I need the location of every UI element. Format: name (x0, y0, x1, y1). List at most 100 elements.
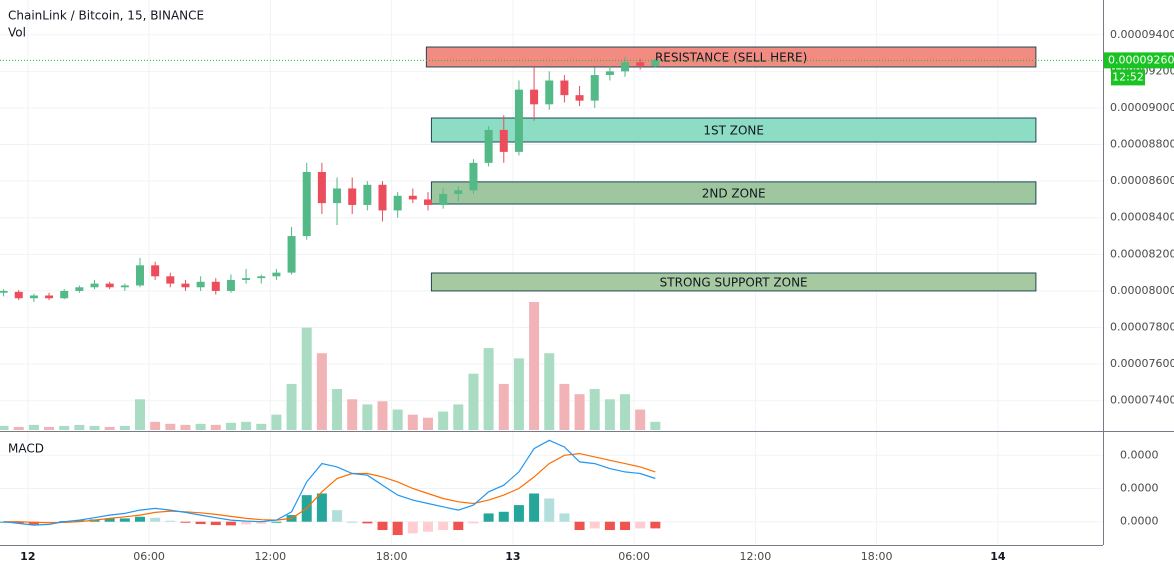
zone (430, 181, 1037, 205)
volume-bar (134, 399, 145, 430)
candle-body (166, 276, 175, 284)
y-tick-label: 0.00007400 (1110, 394, 1174, 407)
histogram-bar (589, 521, 600, 529)
candle-body (454, 190, 463, 194)
volume-bar (650, 421, 661, 430)
volume-bar (635, 409, 646, 430)
histogram-bar (574, 521, 585, 531)
histogram-bar (28, 521, 39, 525)
volume-bar (119, 425, 130, 430)
histogram-bar (316, 493, 327, 522)
volume-bar (453, 404, 464, 430)
candle-body (75, 287, 84, 291)
volume-bar (74, 424, 85, 430)
zone (430, 117, 1037, 143)
candle-body (636, 62, 645, 66)
histogram-bar (650, 521, 661, 529)
candle-body (363, 184, 372, 205)
histogram-bar (377, 521, 388, 531)
histogram-bar (271, 521, 282, 523)
macd-line (3, 439, 656, 526)
volume-bar (225, 422, 236, 430)
volume-bar (150, 421, 161, 430)
candle-body (621, 62, 630, 72)
y-tick-label: 0.00008200 (1110, 247, 1174, 260)
chart-title: ChainLink / Bitcoin, 15, BINANCE (8, 9, 204, 23)
volume-bar (0, 425, 9, 430)
y-tick-label: 0.0000 (1120, 482, 1159, 495)
histogram-bar (392, 521, 403, 536)
histogram-bar (407, 521, 418, 534)
zone-label: STRONG SUPPORT ZONE (660, 275, 808, 289)
x-tick-label: 06:00 (133, 550, 165, 563)
volume-bar (89, 425, 100, 430)
candle-body (242, 278, 251, 280)
volume-bar (180, 424, 191, 430)
volume-bar (28, 424, 39, 430)
plot-area (0, 46, 1037, 536)
x-tick-label: 18:00 (861, 550, 893, 563)
volume-bar (392, 409, 403, 430)
y-tick-label: 0.00007600 (1110, 357, 1174, 370)
volume-bar (544, 353, 555, 430)
macd-title: MACD (8, 442, 44, 456)
volume-bar (210, 424, 221, 430)
x-tick-label: 12:00 (740, 550, 772, 563)
zone-label: 1ST ZONE (703, 124, 764, 138)
volume-bar (301, 327, 312, 430)
volume-bar (468, 373, 479, 430)
candle-body (135, 265, 144, 286)
candle-body (287, 236, 296, 273)
histogram-bar (498, 511, 509, 522)
candle-body (29, 295, 38, 299)
x-tick-label: 13 (505, 550, 520, 563)
histogram-bar (635, 521, 646, 529)
candle-body (423, 199, 432, 205)
candle-body (226, 279, 235, 291)
candle-body (45, 295, 54, 299)
candle-body (14, 291, 23, 299)
candle-body (257, 276, 266, 279)
volume-bar (286, 383, 297, 430)
volume-bar (574, 394, 585, 430)
histogram-bar (210, 521, 221, 526)
volume-bar (620, 394, 631, 430)
histogram-bar (347, 521, 358, 523)
y-tick-label: 0.00009000 (1110, 101, 1174, 114)
volume-bar (529, 302, 540, 430)
volume-bar (347, 399, 358, 430)
histogram-bar (604, 521, 615, 531)
y-tick-label: 0.00008600 (1110, 174, 1174, 187)
volume-bar (483, 348, 494, 430)
x-tick-label: 06:00 (618, 550, 650, 563)
histogram-bar (453, 521, 464, 531)
volume-bar (44, 426, 55, 430)
volume-bar (195, 423, 206, 430)
histogram-bar (134, 516, 145, 522)
histogram-bar (483, 513, 494, 522)
y-tick-label: 0.00008000 (1110, 284, 1174, 297)
candle-body (105, 283, 114, 288)
volume-bar (332, 389, 343, 430)
histogram-bar (13, 521, 24, 524)
histogram-bar (195, 521, 206, 525)
volume-bar (438, 411, 449, 430)
candle-body (120, 285, 129, 288)
candle-body (60, 290, 69, 299)
zone (425, 46, 1037, 68)
countdown-badge (1111, 69, 1145, 86)
x-tick-label: 14 (990, 550, 1006, 563)
candle-body (378, 184, 387, 211)
volume-bar (316, 353, 327, 430)
candle-body (90, 283, 99, 288)
candle-body (499, 129, 508, 152)
volume-bar (256, 423, 267, 430)
y-tick-label: 0.00008800 (1110, 138, 1174, 151)
y-tick-label: 0.00008400 (1110, 211, 1174, 224)
candle-body (484, 129, 493, 163)
volume-bar (165, 423, 176, 430)
histogram-bar (422, 521, 433, 532)
histogram-bar (225, 521, 236, 526)
histogram-bar (180, 521, 191, 523)
